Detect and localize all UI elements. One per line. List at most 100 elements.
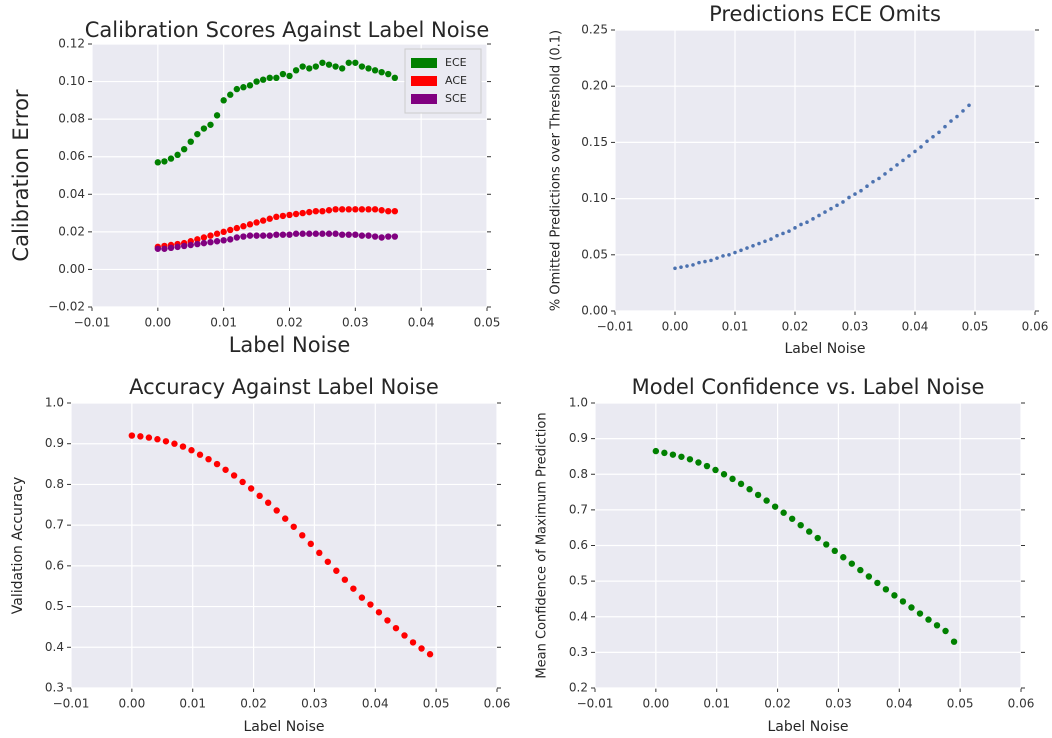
- point: [220, 97, 227, 104]
- point: [771, 503, 779, 510]
- chart-title: Calibration Scores Against Label Noise: [85, 18, 490, 42]
- point: [943, 124, 947, 129]
- point: [787, 229, 791, 233]
- point: [859, 188, 863, 193]
- x-tick-label: 0.03: [842, 320, 869, 334]
- point: [240, 223, 247, 230]
- x-tick-label: 0.01: [179, 697, 206, 711]
- y-axis-label: Mean Confidence of Maximum Prediction: [535, 412, 550, 678]
- point: [391, 233, 399, 240]
- point: [925, 139, 929, 144]
- point: [292, 67, 300, 74]
- y-tick-label: 0.06: [58, 149, 85, 163]
- legend-swatch: [411, 76, 437, 86]
- point: [233, 224, 241, 232]
- point: [332, 230, 339, 237]
- point: [652, 447, 660, 455]
- point: [950, 638, 958, 645]
- point: [907, 154, 911, 158]
- point: [273, 507, 280, 514]
- point: [319, 59, 326, 66]
- point: [857, 566, 864, 574]
- point: [378, 234, 385, 241]
- point: [853, 192, 857, 196]
- legend-label: ECE: [445, 56, 467, 69]
- point: [823, 210, 827, 214]
- point: [763, 497, 770, 504]
- point: [319, 230, 326, 237]
- point: [371, 67, 379, 74]
- chart-title: Accuracy Against Label Noise: [129, 375, 439, 399]
- y-tick-label: 0.05: [581, 247, 608, 261]
- point: [739, 248, 743, 253]
- point: [889, 167, 893, 172]
- point: [805, 220, 809, 225]
- point: [145, 434, 153, 441]
- y-tick-label: 1.0: [569, 396, 588, 410]
- y-tick-label: 0.12: [58, 37, 85, 51]
- point: [180, 146, 188, 153]
- point: [913, 149, 917, 154]
- point: [230, 472, 238, 479]
- point: [720, 471, 728, 478]
- point: [841, 200, 845, 204]
- y-axis-label: Calibration Error: [9, 89, 33, 261]
- point: [207, 232, 214, 239]
- point: [299, 230, 306, 237]
- chart-title: Model Confidence vs. Label Noise: [632, 375, 985, 399]
- y-tick-label: 1.0: [45, 396, 64, 410]
- point: [128, 432, 136, 439]
- point: [266, 215, 273, 222]
- point: [371, 233, 379, 240]
- point: [847, 195, 851, 200]
- point: [908, 604, 915, 611]
- point: [942, 627, 949, 635]
- point: [385, 233, 392, 240]
- point: [264, 499, 272, 506]
- point: [233, 234, 241, 241]
- point: [799, 222, 803, 227]
- point: [205, 455, 212, 463]
- point: [385, 70, 392, 78]
- y-tick-label: 0.08: [58, 112, 85, 126]
- point: [273, 213, 280, 221]
- point: [227, 91, 234, 98]
- point: [253, 78, 260, 85]
- point: [746, 486, 753, 493]
- point: [259, 76, 267, 83]
- point: [259, 232, 267, 239]
- point: [266, 74, 273, 82]
- legend-swatch: [411, 58, 437, 68]
- point: [679, 265, 683, 269]
- point: [137, 433, 144, 440]
- point: [207, 121, 214, 128]
- point: [686, 456, 694, 463]
- point: [279, 70, 287, 78]
- point: [247, 485, 255, 492]
- point: [196, 451, 204, 458]
- point: [829, 206, 833, 211]
- point: [306, 230, 313, 237]
- point: [401, 632, 408, 639]
- x-tick-label: 0.01: [703, 697, 730, 711]
- point: [806, 528, 813, 535]
- y-tick-label: 0.4: [569, 609, 588, 623]
- point: [253, 219, 260, 226]
- point: [371, 206, 379, 213]
- point: [793, 226, 797, 230]
- point: [931, 134, 935, 139]
- point: [925, 616, 932, 623]
- point: [299, 532, 306, 539]
- point: [788, 515, 796, 522]
- x-tick-label: −0.01: [74, 316, 111, 330]
- point: [385, 207, 392, 215]
- x-axis-label: Label Noise: [767, 719, 848, 735]
- legend: ECE ACE SCE: [404, 48, 482, 114]
- point: [961, 109, 965, 113]
- point: [292, 230, 300, 237]
- point: [678, 453, 685, 460]
- point: [240, 84, 247, 91]
- point: [345, 231, 352, 238]
- point: [721, 254, 725, 258]
- point: [733, 250, 737, 255]
